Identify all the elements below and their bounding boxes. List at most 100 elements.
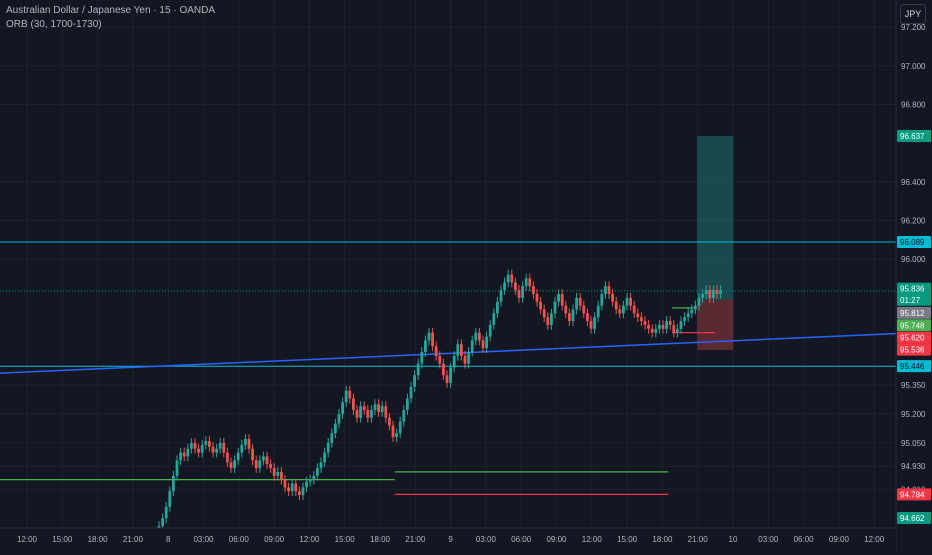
price-label-text: 95.620 bbox=[900, 334, 925, 343]
candle-body bbox=[578, 297, 582, 306]
candle-body bbox=[478, 332, 481, 341]
price-label-badge bbox=[897, 306, 931, 319]
x-tick-label: 03:00 bbox=[193, 535, 214, 544]
candle-body bbox=[539, 301, 542, 310]
x-tick-label: 06:00 bbox=[511, 535, 532, 544]
x-tick-label: 15:00 bbox=[335, 535, 356, 544]
price-label-text: 95.836 bbox=[900, 285, 925, 294]
candle-body bbox=[463, 355, 467, 364]
price-label-text: 01:27 bbox=[900, 296, 921, 305]
candle-body bbox=[676, 328, 679, 333]
candle-body bbox=[344, 390, 348, 403]
candle-body bbox=[449, 367, 452, 383]
x-tick-label: 09:00 bbox=[829, 535, 850, 544]
candle-body bbox=[694, 305, 697, 310]
candle-body bbox=[485, 336, 488, 349]
price-label-badge bbox=[897, 129, 931, 142]
candle-body bbox=[362, 406, 366, 411]
x-tick-label: 03:00 bbox=[758, 535, 779, 544]
candle-body bbox=[640, 317, 643, 322]
candle-body bbox=[647, 324, 650, 329]
candle-body bbox=[568, 313, 571, 322]
candle-body bbox=[593, 317, 596, 329]
candle-body bbox=[186, 448, 190, 457]
price-label-badge bbox=[897, 360, 931, 373]
candle-body bbox=[424, 340, 427, 352]
candle-body bbox=[398, 421, 402, 434]
y-tick-label: 95.350 bbox=[901, 381, 926, 390]
candle-body bbox=[305, 481, 308, 488]
chart-header: Australian Dollar / Japanese Yen · 15 · … bbox=[6, 4, 215, 32]
candle-body bbox=[298, 491, 301, 496]
candle-body bbox=[190, 442, 193, 449]
candle-body bbox=[575, 297, 578, 310]
candle-body bbox=[665, 321, 668, 329]
candle-body bbox=[413, 375, 416, 387]
price-label-text: 95.446 bbox=[900, 362, 925, 371]
candle-body bbox=[337, 413, 341, 424]
candle-body bbox=[215, 448, 218, 453]
x-tick-label: 18:00 bbox=[88, 535, 109, 544]
candle-body bbox=[546, 317, 550, 325]
candle-body bbox=[406, 398, 409, 411]
x-tick-label: 15:00 bbox=[617, 535, 638, 544]
candle-body bbox=[312, 475, 316, 480]
y-tick-label: 94.930 bbox=[901, 462, 926, 471]
candle-body bbox=[301, 487, 305, 496]
price-label-badge bbox=[897, 235, 931, 248]
candle-body bbox=[251, 448, 254, 461]
candle-body bbox=[614, 301, 618, 310]
candle-body bbox=[550, 313, 553, 325]
price-label-badge bbox=[897, 343, 931, 356]
x-tick-label: 06:00 bbox=[229, 535, 250, 544]
x-tick-label: 12:00 bbox=[864, 535, 885, 544]
candle-body bbox=[701, 293, 704, 298]
candle-body bbox=[481, 340, 485, 349]
candle-body bbox=[193, 442, 197, 449]
x-tick-label: 18:00 bbox=[652, 535, 673, 544]
x-tick-label: 09:00 bbox=[264, 535, 285, 544]
candle-body bbox=[506, 274, 510, 283]
time-axis-background bbox=[0, 528, 896, 550]
x-tick-label: 12:00 bbox=[17, 535, 38, 544]
candle-body bbox=[420, 352, 424, 364]
candle-body bbox=[654, 328, 658, 333]
candle-body bbox=[197, 448, 200, 453]
currency-button[interactable]: JPY bbox=[900, 4, 926, 24]
candle-body bbox=[488, 324, 492, 337]
candle-body bbox=[442, 363, 445, 376]
x-tick-label: 21:00 bbox=[123, 535, 144, 544]
candle-body bbox=[179, 452, 182, 461]
indicator-title: ORB (30, 1700-1730) bbox=[6, 19, 102, 30]
candle-body bbox=[636, 313, 640, 318]
price-label-text: 96.637 bbox=[900, 132, 925, 141]
candle-body bbox=[330, 433, 334, 443]
candle-body bbox=[391, 425, 395, 438]
y-tick-label: 95.200 bbox=[901, 410, 926, 419]
candle-body bbox=[672, 324, 676, 333]
price-label-badge bbox=[897, 319, 931, 332]
candle-body bbox=[233, 460, 236, 469]
candle-body bbox=[373, 404, 377, 411]
x-tick-label: 12:00 bbox=[582, 535, 603, 544]
candle-body bbox=[352, 398, 355, 411]
candle-body bbox=[323, 452, 326, 463]
candle-body bbox=[445, 375, 449, 383]
x-tick-label: 06:00 bbox=[794, 535, 815, 544]
candle-body bbox=[456, 344, 460, 356]
candle-body bbox=[697, 297, 701, 306]
candle-body bbox=[359, 406, 362, 418]
candle-body bbox=[348, 390, 352, 399]
candle-body bbox=[222, 442, 226, 453]
candle-body bbox=[521, 286, 524, 298]
candle-body bbox=[607, 286, 611, 294]
candle-body bbox=[262, 456, 265, 461]
candle-body bbox=[438, 355, 442, 364]
candle-body bbox=[596, 305, 600, 318]
candle-body bbox=[704, 290, 708, 294]
candle-body bbox=[384, 406, 388, 418]
candle-body bbox=[377, 404, 380, 412]
candle-body bbox=[650, 328, 654, 333]
